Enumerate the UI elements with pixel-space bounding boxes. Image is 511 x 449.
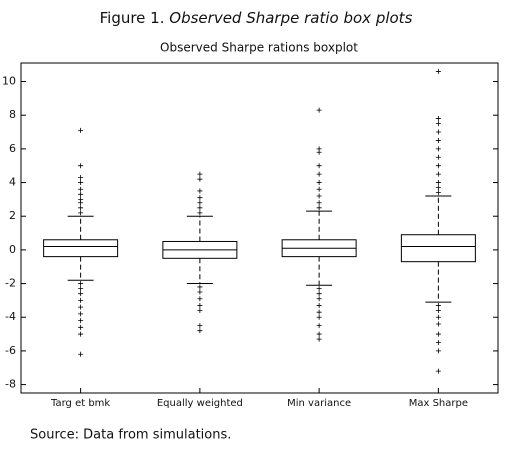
outlier: [197, 323, 203, 329]
figure-label: Figure 1.: [100, 9, 165, 27]
box: [43, 239, 119, 258]
outlier: [78, 196, 84, 202]
outlier: [197, 205, 203, 211]
outlier: [197, 302, 203, 308]
outlier: [435, 129, 441, 135]
outlier: [78, 351, 84, 357]
outlier: [197, 188, 203, 194]
outlier: [316, 193, 322, 199]
outlier: [435, 302, 441, 308]
outlier: [316, 331, 322, 337]
outlier: [197, 289, 203, 295]
outlier: [316, 180, 322, 186]
outlier: [316, 171, 322, 177]
outlier: [78, 127, 84, 133]
outlier: [316, 314, 322, 320]
y-tick-label: -4: [5, 310, 16, 323]
outlier: [316, 205, 322, 211]
outlier: [435, 180, 441, 186]
outlier: [435, 171, 441, 177]
outlier: [435, 116, 441, 122]
outlier: [197, 210, 203, 216]
outlier: [197, 284, 203, 290]
outlier: [435, 190, 441, 196]
outlier: [78, 286, 84, 292]
outlier: [197, 176, 203, 182]
outlier: [435, 154, 441, 160]
outlier: [316, 291, 322, 297]
outlier: [78, 180, 84, 186]
chart-title: Observed Sharpe rations boxplot: [160, 41, 358, 55]
outlier: [316, 336, 322, 342]
outlier: [78, 291, 84, 297]
figure-heading: Figure 1. Observed Sharpe ratio box plot…: [100, 9, 413, 27]
outlier: [435, 185, 441, 191]
outlier: [435, 68, 441, 74]
y-tick-label: -8: [5, 378, 16, 391]
outlier: [78, 186, 84, 192]
outlier: [78, 281, 84, 287]
outlier: [78, 297, 84, 303]
box: [400, 234, 476, 263]
outlier: [197, 171, 203, 177]
outlier: [78, 304, 84, 310]
outlier: [78, 174, 84, 180]
x-tick-label: Equally weighted: [157, 398, 243, 409]
outlier: [197, 308, 203, 313]
outlier: [78, 318, 84, 324]
outlier: [78, 205, 84, 211]
outlier: [78, 324, 84, 330]
y-tick-label: -2: [5, 277, 16, 290]
outlier: [78, 210, 84, 216]
outlier: [435, 321, 441, 327]
outlier: [78, 311, 84, 317]
outlier: [78, 331, 84, 337]
outlier: [316, 286, 322, 292]
outlier: [78, 191, 84, 197]
y-tick-label: -6: [5, 344, 16, 357]
outlier: [197, 296, 203, 302]
figure-title: Observed Sharpe ratio box plots: [169, 9, 412, 27]
y-tick-label: 4: [9, 176, 16, 189]
outlier: [78, 163, 84, 169]
outlier: [435, 137, 441, 143]
outlier: [197, 200, 203, 206]
y-tick-label: 2: [9, 209, 16, 222]
outlier: [435, 146, 441, 152]
outlier: [316, 309, 322, 315]
outlier: [316, 163, 322, 169]
outlier: [316, 146, 322, 152]
outlier: [197, 328, 203, 334]
y-tick-label: 6: [9, 142, 16, 155]
outlier: [316, 296, 322, 302]
outlier: [316, 186, 322, 192]
source: Source: Data from simulations.: [30, 428, 231, 443]
plot-frame: [20, 62, 499, 394]
y-tick-label: 0: [9, 243, 16, 256]
outlier: [435, 331, 441, 337]
outlier: [435, 163, 441, 169]
y-tick-label: 8: [9, 108, 16, 121]
outlier: [435, 121, 441, 127]
outlier: [435, 308, 441, 313]
outlier: [435, 368, 441, 374]
x-tick-label: Targ et bmk: [50, 398, 110, 409]
outlier: [316, 107, 322, 113]
x-tick-label: Max Sharpe: [409, 398, 468, 409]
y-tick-label: 10: [2, 75, 16, 88]
outlier: [316, 302, 322, 308]
outlier: [197, 195, 203, 201]
x-tick-label: Min variance: [287, 398, 351, 409]
outlier: [435, 348, 441, 354]
outlier: [435, 339, 441, 345]
outlier: [435, 314, 441, 320]
outlier: [316, 200, 322, 206]
outlier: [316, 323, 322, 329]
